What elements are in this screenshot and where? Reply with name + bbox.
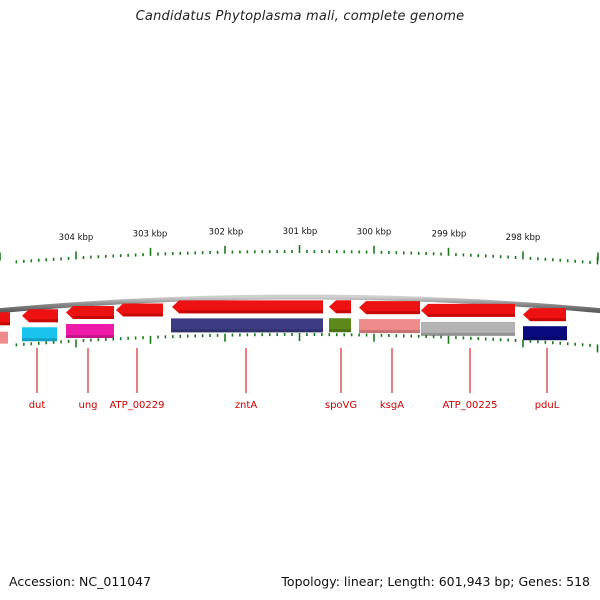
cds-arrow xyxy=(329,300,351,314)
gene-feature-row xyxy=(0,318,567,344)
accession-label: Accession: xyxy=(9,574,76,589)
gene-box-shade xyxy=(329,329,351,333)
gene-box-ung xyxy=(66,324,114,339)
cds-arrow xyxy=(66,306,114,320)
cds-arrow-shade xyxy=(0,322,10,326)
cds-arrow xyxy=(172,300,323,314)
cds-arrow xyxy=(523,308,566,322)
gene-box-zntA xyxy=(171,318,323,333)
gene-label-spoVG: spoVG xyxy=(325,400,357,411)
scale-tick-labels: 304 kbp 303 kbp 302 kbp 301 kbp 300 kbp 299 k… xyxy=(59,227,541,243)
gene-box-shade xyxy=(22,338,57,342)
gene-labels: dut ung ATP_00229 zntA spoVG ksgA ATP_00225 pdu… xyxy=(29,348,560,411)
gene-label-pduL: pduL xyxy=(535,400,560,411)
scale-ticks-bottom xyxy=(15,333,599,353)
gene-box-ksgA xyxy=(359,319,420,334)
cds-arrow xyxy=(22,309,58,323)
gene-label-ksgA: ksgA xyxy=(380,400,404,411)
gene-label-ATP_00225: ATP_00225 xyxy=(442,400,497,411)
scale-tick-label: 302 kbp xyxy=(209,228,244,238)
gene-box-shade xyxy=(66,335,114,339)
map-title: Candidatus Phytoplasma mali, complete ge… xyxy=(135,9,465,24)
gene-box-shade xyxy=(359,330,420,334)
cds-feature-row xyxy=(0,300,566,326)
gene-box-partial xyxy=(0,331,8,344)
scale-ticks-top xyxy=(0,245,599,265)
cds-arrow-shade xyxy=(530,318,566,322)
scale-tick-label: 304 kbp xyxy=(59,233,94,243)
gene-box-shade xyxy=(421,332,515,336)
cds-arrow-shade xyxy=(336,310,351,314)
gene-box-spoVG xyxy=(329,318,351,333)
gene-label-dut: dut xyxy=(29,400,46,411)
cds-arrow xyxy=(421,303,515,317)
accession-info: Accession: NC_011047 xyxy=(9,574,151,589)
scale-tick-label: 298 kbp xyxy=(506,233,541,243)
scale-tick-label: 303 kbp xyxy=(133,230,168,240)
scale-tick-label: 300 kbp xyxy=(357,228,392,238)
cds-arrow-shade xyxy=(123,313,163,317)
topology-info: Topology: linear; Length: 601,943 bp; Ge… xyxy=(281,574,590,589)
cds-arrow-shade xyxy=(366,311,420,315)
cds-arrow xyxy=(116,303,163,317)
gene-box-dut xyxy=(22,327,57,342)
gene-label-zntA: zntA xyxy=(235,400,258,411)
gene-box-pduL xyxy=(523,326,567,341)
cds-arrow-shade xyxy=(179,310,323,314)
cds-arrow-shade xyxy=(29,319,58,323)
gene-label-ATP_00229: ATP_00229 xyxy=(109,400,164,411)
accession-number: NC_011047 xyxy=(79,574,152,589)
genome-backbone xyxy=(0,294,600,314)
gene-label-ung: ung xyxy=(78,400,97,411)
gene-box-shade xyxy=(171,329,323,333)
cds-arrow-shade xyxy=(428,313,515,317)
cds-arrow xyxy=(0,312,10,326)
scale-tick-label: 299 kbp xyxy=(432,230,467,240)
gene-box-ATP_00225 xyxy=(421,321,515,336)
gene-box-shade xyxy=(523,337,567,341)
scale-tick-label: 301 kbp xyxy=(283,227,318,237)
cds-arrow-shade xyxy=(73,316,114,320)
cds-arrow xyxy=(359,301,420,315)
